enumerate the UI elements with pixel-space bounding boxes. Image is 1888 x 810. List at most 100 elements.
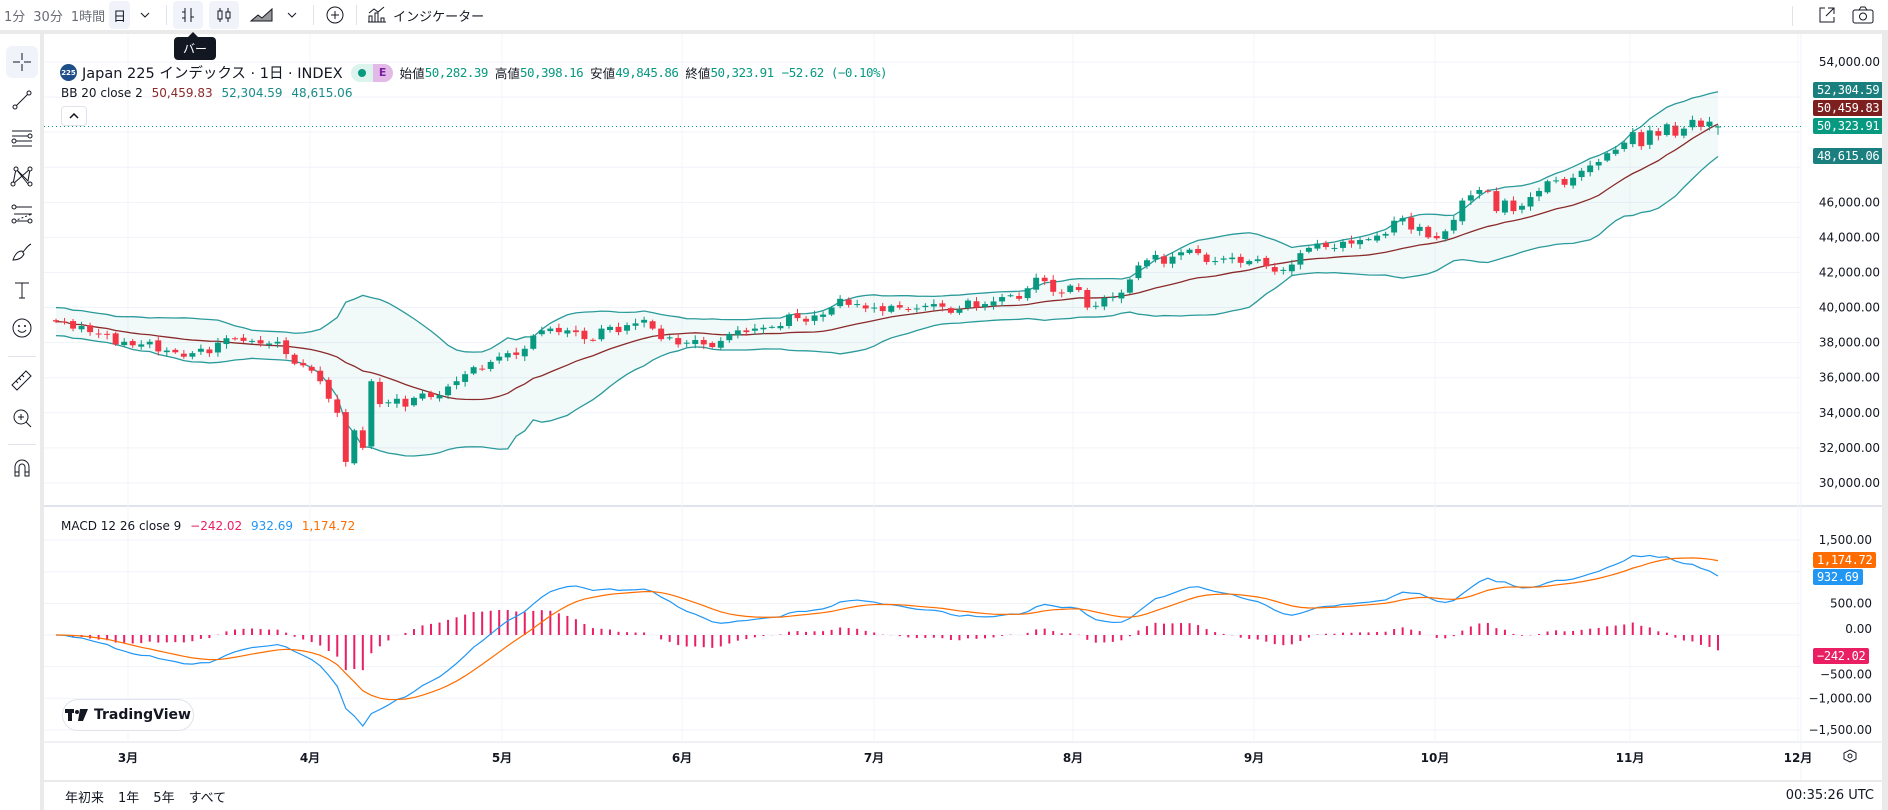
candle	[1118, 289, 1125, 304]
open-label: 始値	[399, 66, 425, 81]
tradingview-label: TradingView	[94, 707, 191, 723]
brush-icon[interactable]	[6, 236, 38, 268]
candle	[905, 306, 912, 312]
candle-chart-type-icon[interactable]	[209, 1, 240, 29]
area-chart-type-icon[interactable]	[247, 1, 277, 29]
candle	[1536, 187, 1542, 202]
symbol-title[interactable]: Japan 225 インデックス · 1日 · INDEX	[82, 66, 343, 82]
candle	[913, 304, 920, 313]
candle-body	[368, 381, 375, 447]
candle	[274, 337, 281, 348]
candle	[445, 383, 452, 399]
candle-body	[487, 361, 494, 369]
candle-body	[112, 333, 119, 345]
candle	[419, 389, 426, 401]
zoom-in-icon[interactable]	[6, 402, 38, 434]
candle	[1391, 216, 1398, 236]
candle	[1646, 125, 1653, 149]
indicators-button[interactable]: インジケーター	[363, 1, 488, 29]
candle-body	[1229, 257, 1236, 260]
chart-settings-icon[interactable]	[1843, 749, 1857, 763]
interval-1d[interactable]: 日	[109, 1, 131, 29]
market-status-pill[interactable]: E	[350, 63, 393, 82]
candle-body	[1322, 242, 1329, 248]
candle-body	[1382, 233, 1389, 236]
candle-body	[1646, 130, 1653, 145]
candle-body	[675, 338, 682, 345]
candle-body	[1399, 218, 1406, 222]
candle-body	[513, 352, 520, 355]
macd-hist-axis-tag: −242.02	[1813, 648, 1870, 664]
camera-snapshot-icon[interactable]	[1848, 1, 1878, 29]
candle-body	[1570, 177, 1577, 186]
interval-1m[interactable]: 1分	[4, 9, 26, 25]
indicators-label: インジケーター	[393, 9, 485, 25]
range-1y[interactable]: 1年	[118, 790, 140, 806]
candle-body	[1536, 190, 1542, 197]
candle	[1578, 168, 1585, 181]
market-open-dot-icon	[357, 68, 366, 77]
bb-legend[interactable]: BB 20 close 2 50,459.83 52,304.59 48,615…	[61, 86, 357, 100]
pattern-tool-icon[interactable]	[6, 160, 38, 192]
compare-plus-icon[interactable]	[320, 1, 350, 29]
candle	[1416, 223, 1423, 236]
candle	[1501, 198, 1508, 216]
macd-legend[interactable]: MACD 12 26 close 9 −242.02 932.69 1,174.…	[61, 519, 360, 533]
candle-body	[743, 330, 750, 333]
range-ytd[interactable]: 年初来	[65, 790, 105, 806]
utc-clock[interactable]: 00:35:26 UTC	[1785, 788, 1874, 803]
candle-body	[999, 297, 1006, 302]
candle	[410, 396, 417, 407]
candle-body	[547, 328, 554, 332]
chart-canvas[interactable]: 54,000.00 46,000.00 44,000.00 42,000.00 40,0…	[44, 34, 1882, 780]
candle	[1067, 284, 1074, 294]
chart-type-chevron-icon[interactable]	[277, 1, 307, 29]
popout-icon[interactable]	[1812, 1, 1842, 29]
candle-body	[555, 327, 562, 333]
candle	[1340, 239, 1346, 252]
candle	[1680, 126, 1687, 139]
candle-body	[163, 350, 170, 353]
candle-body	[214, 342, 221, 353]
candle-body	[453, 381, 460, 386]
candle-body	[1305, 247, 1312, 252]
candle	[1365, 237, 1372, 241]
interval-dropdown-chevron-icon[interactable]	[130, 1, 160, 29]
ruler-icon[interactable]	[6, 364, 38, 396]
candle-body	[1391, 220, 1398, 233]
interval-1h[interactable]: 1時間	[70, 9, 106, 25]
trend-line-icon[interactable]	[6, 84, 38, 116]
candle-body	[1697, 120, 1704, 127]
candle	[317, 366, 324, 385]
magnet-icon[interactable]	[6, 452, 38, 484]
candle-body	[1041, 277, 1048, 282]
time-axis-label: 5月	[492, 751, 512, 765]
candle	[129, 338, 136, 348]
tradingview-watermark[interactable]: TradingView	[62, 699, 194, 731]
candle-body	[1433, 235, 1440, 239]
candle	[1595, 158, 1602, 171]
candle-body	[1340, 241, 1346, 248]
candle	[1715, 125, 1721, 135]
candle	[1433, 232, 1440, 241]
horizontal-lines-icon[interactable]	[6, 122, 38, 154]
interval-30m[interactable]: 30分	[33, 9, 63, 25]
range-all[interactable]: すべて	[188, 790, 227, 806]
candle	[589, 338, 596, 342]
candle-body	[1092, 305, 1099, 307]
bb-lower-axis-tag: 48,615.06	[1813, 148, 1884, 164]
text-tool-icon[interactable]	[6, 274, 38, 306]
candle-body	[266, 343, 273, 345]
candle-body	[402, 398, 409, 407]
range-5y[interactable]: 5年	[153, 790, 175, 806]
candle-body	[1587, 165, 1594, 173]
candle-body	[249, 340, 256, 342]
bar-chart-type-icon[interactable]	[173, 1, 204, 29]
candle-body	[1553, 180, 1560, 182]
crosshair-icon[interactable]	[6, 46, 38, 78]
candle-body	[1672, 125, 1679, 136]
fib-retracement-icon[interactable]	[6, 198, 38, 230]
collapse-legend-button[interactable]	[61, 106, 87, 126]
candle	[1016, 292, 1023, 301]
emoji-icon[interactable]	[6, 312, 38, 344]
